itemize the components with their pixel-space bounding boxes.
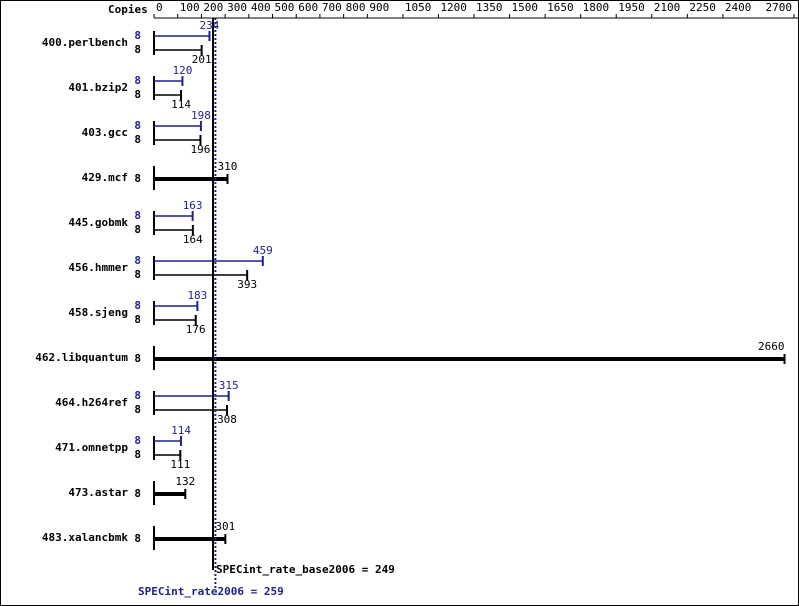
x-tick-label: 2400: [725, 1, 752, 14]
value-label: 196: [191, 143, 211, 156]
benchmark-label: 464.h264ref: [55, 396, 128, 409]
x-tick-label: 1350: [476, 1, 503, 14]
x-tick-label: 200: [203, 1, 223, 14]
x-tick-label: 900: [369, 1, 389, 14]
x-tick-label: 1500: [512, 1, 539, 14]
copies-label: 8: [134, 254, 141, 267]
benchmark-label: 462.libquantum: [35, 351, 128, 364]
copies-label: 8: [134, 209, 141, 222]
x-tick-label: 500: [275, 1, 295, 14]
value-label: 310: [218, 160, 238, 173]
value-label: 459: [253, 244, 273, 257]
copies-label: 8: [134, 88, 141, 101]
benchmark-label: 403.gcc: [82, 126, 128, 139]
benchmark-label: 445.gobmk: [68, 216, 128, 229]
copies-label: 8: [134, 119, 141, 132]
copies-label: 8: [134, 43, 141, 56]
x-tick-label: 0: [156, 1, 163, 14]
value-label: 176: [186, 323, 206, 336]
x-tick-label: 1200: [440, 1, 467, 14]
x-tick-label: 2100: [654, 1, 681, 14]
value-label: 120: [173, 64, 193, 77]
value-label: 132: [175, 475, 195, 488]
benchmark-label: 429.mcf: [82, 171, 128, 184]
copies-label: 8: [134, 74, 141, 87]
x-tick-label: 1650: [547, 1, 574, 14]
copies-label: 8: [134, 299, 141, 312]
reference-label: SPECint_rate_base2006 = 249: [216, 563, 395, 576]
copies-label: 8: [134, 133, 141, 146]
value-label: 114: [171, 98, 191, 111]
benchmark-label: 473.astar: [68, 486, 128, 499]
copies-label: 8: [134, 313, 141, 326]
benchmark-label: 456.hmmer: [68, 261, 128, 274]
copies-label: 8: [134, 403, 141, 416]
copies-label: 8: [134, 172, 141, 185]
x-tick-label: 700: [322, 1, 342, 14]
x-tick-label: 400: [251, 1, 271, 14]
copies-label: 8: [134, 434, 141, 447]
copies-label: 8: [134, 29, 141, 42]
copies-label: 8: [134, 268, 141, 281]
value-label: 198: [191, 109, 211, 122]
x-tick-label: 1050: [405, 1, 432, 14]
value-label: 201: [192, 53, 212, 66]
value-label: 2660: [758, 340, 785, 353]
x-tick-label: 2700: [766, 1, 793, 14]
value-label: 114: [171, 424, 191, 437]
value-label: 164: [183, 233, 203, 246]
copies-label: 8: [134, 223, 141, 236]
x-tick-label: 1950: [618, 1, 645, 14]
value-label: 315: [219, 379, 239, 392]
value-label: 111: [170, 458, 190, 471]
x-tick-label: 300: [227, 1, 247, 14]
x-tick-label: 600: [298, 1, 318, 14]
copies-label: 8: [134, 532, 141, 545]
x-tick-label: 1800: [583, 1, 610, 14]
value-label: 234: [200, 19, 220, 32]
copies-label: 8: [134, 352, 141, 365]
copies-label: 8: [134, 448, 141, 461]
copies-label: 8: [134, 487, 141, 500]
benchmark-label: 471.omnetpp: [55, 441, 128, 454]
benchmark-label: 400.perlbench: [42, 36, 128, 49]
copies-label: 8: [134, 389, 141, 402]
benchmark-label: 483.xalancbmk: [42, 531, 128, 544]
value-label: 163: [183, 199, 203, 212]
copies-header: Copies: [108, 3, 148, 16]
benchmark-label: 401.bzip2: [68, 81, 128, 94]
x-tick-label: 100: [180, 1, 200, 14]
benchmark-label: 458.sjeng: [68, 306, 128, 319]
reference-label: SPECint_rate2006 = 259: [138, 585, 284, 598]
value-label: 393: [237, 278, 257, 291]
value-label: 301: [215, 520, 235, 533]
x-tick-label: 800: [346, 1, 366, 14]
value-label: 308: [217, 413, 237, 426]
x-tick-label: 2250: [689, 1, 716, 14]
value-label: 183: [187, 289, 207, 302]
